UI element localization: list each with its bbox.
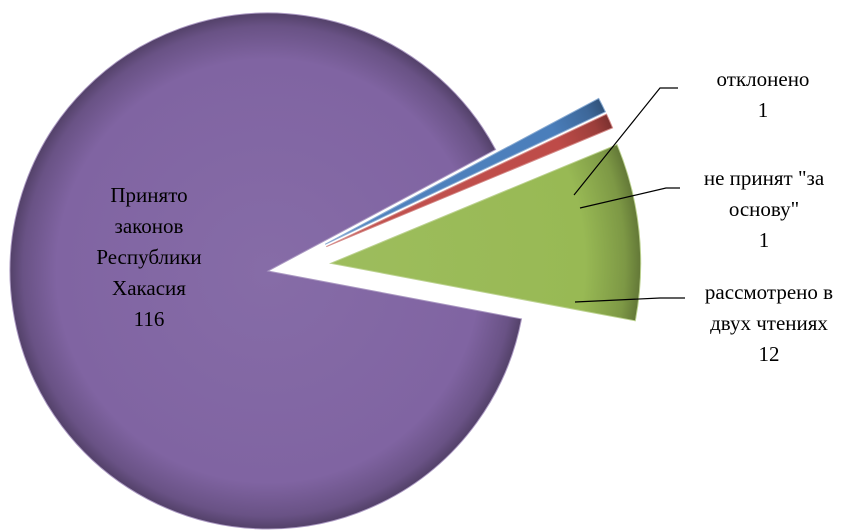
slice-not-accepted [326,113,614,248]
leader-line-rejected [573,87,678,196]
leader-line-not-accepted [579,187,680,209]
slice-label-laws-adopted: Принято законов Республики Хакасия 116 [96,183,202,331]
slice-two-readings [328,143,642,322]
slice-rejected [324,97,607,245]
slice-label-not-accepted: не принят "за основу" 1 [703,166,825,252]
leader-line-two-readings [574,297,685,303]
slice-laws-adopted [9,12,523,530]
slice-label-two-readings: рассмотрено в двух чтениях 12 [704,280,834,366]
slice-label-rejected: отклонено 1 [716,67,810,122]
